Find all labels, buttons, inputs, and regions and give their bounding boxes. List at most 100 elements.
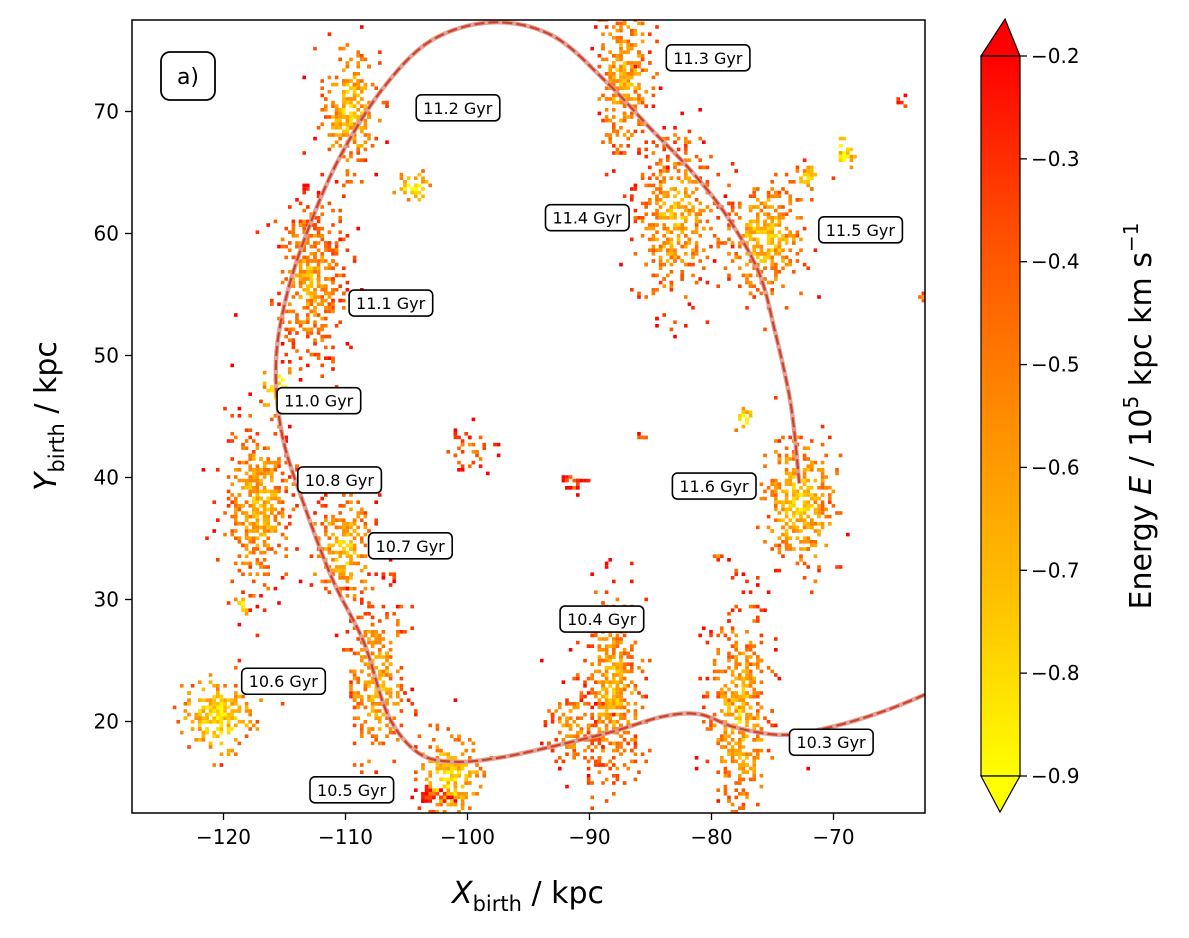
density-point: [561, 723, 566, 728]
density-point: [792, 450, 796, 454]
density-point: [806, 457, 810, 461]
density-point: [237, 478, 242, 483]
density-point: [820, 493, 825, 497]
density-point: [795, 198, 800, 202]
density-point: [784, 460, 789, 465]
density-point: [658, 190, 663, 195]
density-point: [784, 241, 789, 245]
density-point: [770, 489, 774, 494]
density-point: [630, 111, 634, 116]
density-point: [320, 234, 324, 238]
density-point: [306, 331, 310, 335]
density-point: [586, 766, 591, 771]
density-point: [453, 774, 458, 778]
density-point: [745, 676, 749, 681]
density-point: [345, 129, 350, 134]
density-point: [277, 302, 281, 306]
density-point: [709, 244, 713, 249]
density-point: [766, 252, 771, 256]
density-point: [676, 255, 681, 260]
density-point: [615, 133, 620, 137]
density-point: [622, 763, 627, 767]
density-point: [784, 212, 789, 216]
density-point: [727, 752, 731, 756]
density-point: [759, 208, 764, 213]
density-point: [633, 64, 638, 69]
density-point: [345, 648, 350, 652]
density-point: [338, 57, 342, 62]
density-point: [619, 21, 623, 26]
density-point: [327, 244, 332, 249]
density-point: [579, 691, 584, 695]
density-point: [777, 453, 782, 458]
density-point: [784, 522, 789, 526]
density-point: [604, 738, 609, 742]
density-point: [756, 230, 760, 234]
density-point: [792, 547, 796, 551]
density-point: [745, 234, 749, 238]
density-point: [616, 7, 620, 11]
density-point: [352, 529, 357, 533]
density-point: [190, 727, 195, 731]
density-point: [770, 723, 774, 728]
density-point: [774, 439, 778, 443]
density-point: [662, 176, 666, 180]
density-point: [590, 676, 594, 681]
density-point: [262, 381, 267, 386]
density-point: [338, 298, 342, 303]
density-point: [824, 514, 828, 519]
density-point: [802, 493, 807, 497]
density-point: [795, 435, 800, 440]
density-point: [745, 763, 749, 767]
density-point: [734, 169, 738, 173]
density-point: [622, 194, 627, 198]
density-point: [802, 478, 807, 483]
density-point: [597, 716, 602, 720]
density-point: [673, 255, 677, 260]
density-point: [741, 770, 746, 774]
density-point: [763, 277, 767, 281]
density-point: [572, 720, 576, 724]
density-point: [633, 129, 638, 134]
density-point: [385, 104, 389, 108]
density-point: [244, 460, 249, 465]
density-point: [626, 702, 630, 706]
density-point: [622, 676, 627, 681]
density-point: [180, 684, 184, 688]
density-point: [255, 561, 260, 566]
density-point: [777, 511, 782, 515]
density-point: [774, 450, 778, 454]
density-point: [597, 64, 602, 69]
density-point: [450, 792, 454, 796]
density-point: [720, 626, 724, 630]
density-point: [792, 482, 796, 486]
density-point: [788, 208, 792, 213]
density-point: [388, 727, 393, 731]
density-point: [691, 252, 695, 256]
density-point: [198, 720, 202, 724]
density-point: [817, 532, 821, 537]
density-point: [453, 777, 458, 782]
density-point: [273, 586, 278, 591]
density-point: [838, 565, 843, 569]
density-point: [709, 720, 713, 724]
density-point: [622, 698, 627, 702]
density-point: [734, 709, 738, 713]
density-point: [554, 709, 558, 713]
density-point: [352, 536, 357, 540]
density-point: [270, 511, 274, 515]
density-point: [324, 288, 328, 292]
density-point: [669, 187, 674, 191]
density-point: [342, 129, 346, 134]
density-point: [781, 187, 785, 191]
density-point: [298, 320, 303, 324]
density-point: [622, 748, 627, 753]
density-point: [313, 298, 317, 303]
density-point: [255, 493, 260, 497]
density-point: [198, 727, 202, 731]
density-point: [849, 154, 854, 159]
density-point: [684, 172, 688, 177]
density-point: [468, 756, 472, 760]
density-point: [820, 460, 825, 465]
density-point: [633, 252, 638, 256]
